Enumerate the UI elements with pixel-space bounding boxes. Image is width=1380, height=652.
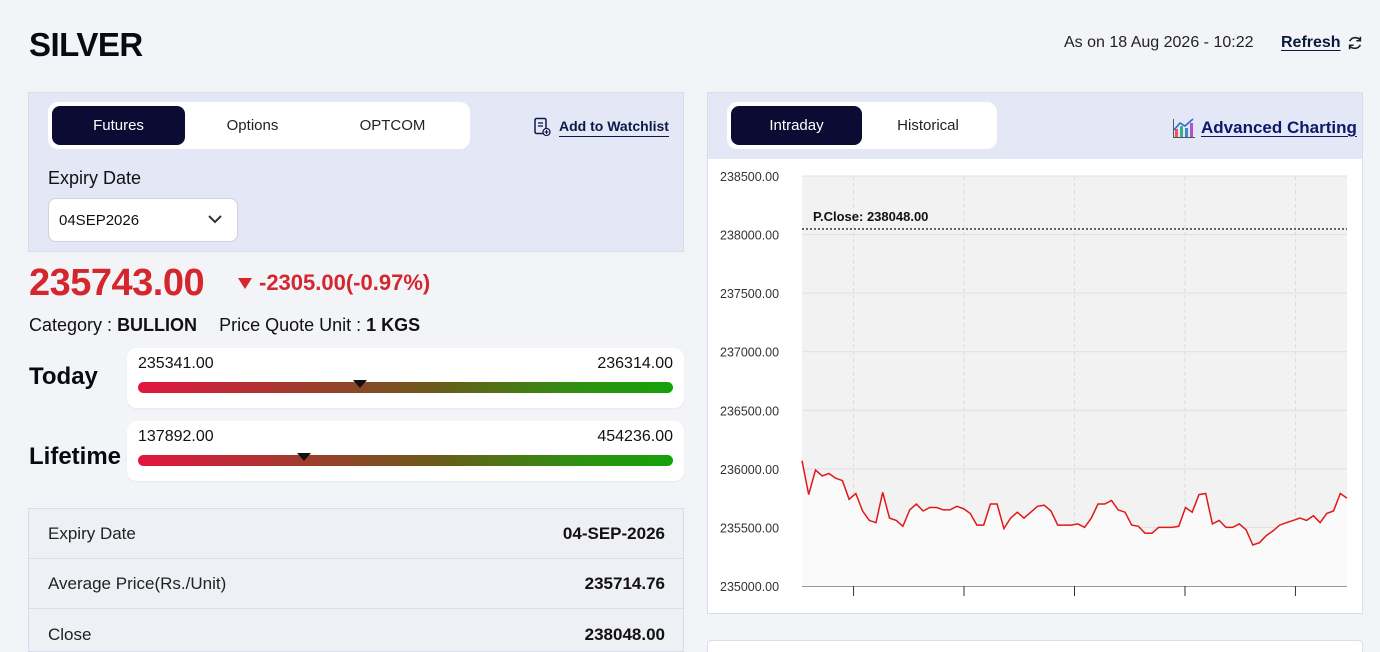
lifetime-low: 137892.00: [138, 428, 214, 445]
previous-close-label: P.Close: 238048.00: [813, 209, 928, 224]
page-title: SILVER: [29, 26, 143, 63]
next-card: [707, 640, 1363, 652]
expiry-date-value: 04SEP2026: [59, 211, 140, 229]
tab-options[interactable]: Options: [226, 117, 279, 134]
unit-value: 1 KGS: [366, 315, 421, 335]
advanced-charting-link[interactable]: Advanced Charting: [1172, 117, 1357, 139]
lifetime-range-card: 137892.00 454236.00: [127, 421, 684, 481]
detail-row: Close 238048.00: [29, 610, 683, 652]
lifetime-range-bar: [138, 455, 673, 466]
contract-meta: Category : BULLION Price Quote Unit : 1 …: [29, 315, 420, 336]
price-change-value: -2305.00(-0.97%): [259, 270, 431, 295]
price-change: -2305.00(-0.97%): [237, 270, 430, 296]
detail-value: 238048.00: [584, 625, 665, 644]
tab-intraday[interactable]: Intraday: [731, 106, 862, 145]
detail-value: 04-SEP-2026: [562, 524, 665, 543]
tab-historical[interactable]: Historical: [897, 117, 959, 134]
tab-optcom[interactable]: OPTCOM: [359, 117, 426, 134]
y-tick-label: 237500.00: [720, 287, 779, 301]
chart-panel-header: Intraday Historical Advanced Charting: [708, 93, 1362, 159]
advanced-charting-label: Advanced Charting: [1201, 118, 1357, 137]
chart-panel: Intraday Historical Advanced Charting 23…: [707, 92, 1363, 614]
down-arrow-icon: [238, 278, 252, 289]
contract-selector-panel: Futures Options OPTCOM Add to Watchlist …: [28, 92, 684, 252]
detail-label: Close: [48, 625, 92, 644]
lifetime-range-label: Lifetime: [29, 443, 122, 470]
watchlist-icon: [534, 117, 551, 137]
refresh-icon[interactable]: [1346, 34, 1364, 52]
add-to-watchlist-link[interactable]: Add to Watchlist: [533, 117, 669, 137]
today-high: 236314.00: [597, 355, 673, 372]
lifetime-range-marker: [296, 453, 311, 461]
category-label: Category :: [29, 315, 113, 335]
y-tick-label: 238500.00: [720, 170, 779, 184]
chart-icon: [1173, 118, 1195, 138]
today-range-label: Today: [29, 363, 98, 390]
y-tick-label: 236000.00: [720, 463, 779, 477]
y-tick-label: 237000.00: [720, 346, 779, 360]
last-price: 235743.00: [29, 262, 205, 304]
category-value: BULLION: [117, 315, 198, 335]
contract-details-table: Expiry Date 04-SEP-2026 Average Price(Rs…: [28, 508, 684, 652]
today-range-marker: [353, 380, 368, 388]
detail-label: Expiry Date: [48, 524, 136, 543]
expiry-date-select[interactable]: 04SEP2026: [48, 198, 238, 242]
refresh-button[interactable]: Refresh: [1281, 34, 1341, 51]
intraday-chart: 238500.00 238000.00 237500.00 237000.00 2365…: [720, 170, 1348, 596]
lifetime-high: 454236.00: [597, 428, 673, 445]
chevron-down-icon: [208, 215, 222, 224]
y-tick-label: 238000.00: [720, 229, 779, 243]
today-low: 235341.00: [138, 355, 214, 372]
detail-row: Expiry Date 04-SEP-2026: [29, 509, 683, 559]
today-range-card: 235341.00 236314.00: [127, 348, 684, 408]
detail-row: Average Price(Rs./Unit) 235714.76: [29, 559, 683, 609]
y-tick-label: 235500.00: [720, 521, 779, 535]
chart-tabs: Intraday Historical: [727, 102, 997, 149]
tab-futures[interactable]: Futures: [52, 106, 185, 145]
today-range-bar: [138, 382, 673, 393]
price-series-line: [801, 460, 1348, 546]
expiry-date-label: Expiry Date: [48, 168, 142, 188]
watchlist-label: Add to Watchlist: [559, 118, 669, 137]
y-tick-label: 235000.00: [720, 580, 779, 594]
contract-type-tabs: Futures Options OPTCOM: [48, 102, 470, 149]
series-area: [802, 460, 1347, 586]
detail-value: 235714.76: [584, 574, 665, 593]
as-on-timestamp: As on 18 Aug 2026 - 10:22: [1064, 34, 1254, 51]
detail-label: Average Price(Rs./Unit): [48, 574, 227, 593]
unit-label: Price Quote Unit :: [219, 315, 362, 335]
y-tick-label: 236500.00: [720, 404, 779, 418]
